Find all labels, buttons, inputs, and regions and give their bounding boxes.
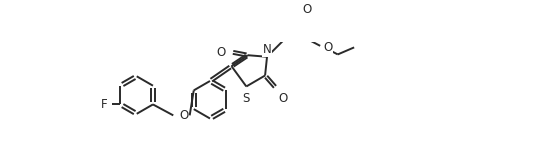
Text: F: F <box>101 98 108 111</box>
Text: S: S <box>243 92 250 105</box>
Text: N: N <box>263 43 272 56</box>
Text: O: O <box>217 46 226 59</box>
Text: O: O <box>180 109 189 122</box>
Text: O: O <box>302 3 312 16</box>
Text: O: O <box>278 92 287 105</box>
Text: O: O <box>323 41 332 54</box>
